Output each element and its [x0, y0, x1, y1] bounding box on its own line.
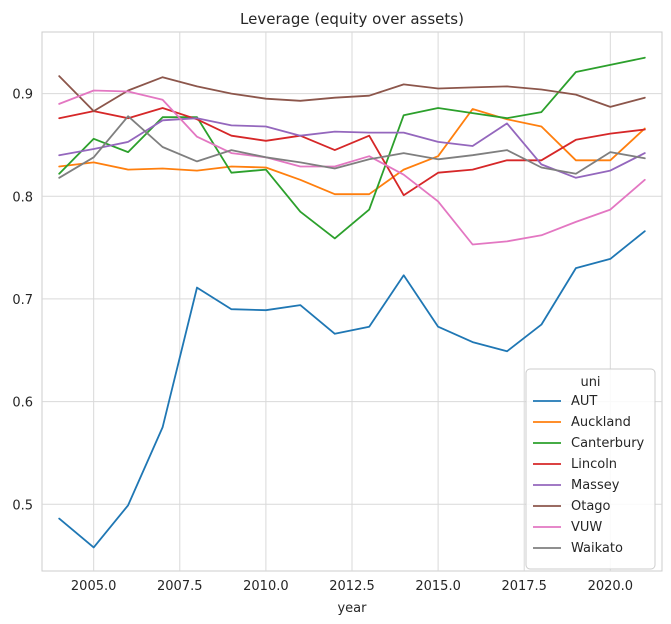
series-line-otago [58, 75, 646, 112]
legend-title: uni [580, 375, 600, 390]
series-line-massey [58, 117, 646, 179]
grid [42, 32, 662, 571]
y-tick-label: 0.9 [12, 88, 33, 103]
x-tick-labels: 2005.0 2007.5 2010.0 2012.5 2015.0 2017.5 2020… [71, 579, 633, 594]
y-tick-label: 0.7 [12, 293, 33, 308]
legend-label-vuw: VUW [571, 520, 602, 535]
legend-label-lincoln: Lincoln [571, 457, 617, 472]
legend-box [525, 368, 656, 570]
x-tick-label: 2010.0 [243, 579, 289, 594]
legend: uni AUT Auckland Canterbury Lincoln Massey Ota… [525, 368, 656, 570]
chart-title: Leverage (equity over assets) [240, 10, 464, 28]
series-lines [58, 56, 646, 549]
y-tick-label: 0.6 [12, 396, 33, 411]
x-tick-label: 2017.5 [501, 579, 547, 594]
legend-label-canterbury: Canterbury [571, 436, 645, 451]
legend-label-waikato: Waikato [571, 541, 623, 556]
legend-label-massey: Massey [571, 478, 620, 493]
legend-label-otago: Otago [571, 499, 611, 514]
x-tick-label: 2020.0 [588, 579, 634, 594]
series-line-vuw [58, 89, 646, 246]
y-tick-label: 0.5 [12, 498, 33, 513]
series-line-waikato [58, 115, 646, 179]
x-tick-label: 2015.0 [415, 579, 461, 594]
x-axis-label: year [337, 601, 367, 616]
legend-label-aut: AUT [571, 394, 597, 409]
x-tick-label: 2005.0 [71, 579, 117, 594]
x-tick-label: 2007.5 [157, 579, 203, 594]
y-tick-label: 0.8 [12, 190, 33, 205]
y-tick-labels: 0.5 0.6 0.7 0.8 0.9 [12, 88, 33, 514]
legend-label-auckland: Auckland [571, 415, 631, 430]
series-line-aut [58, 230, 646, 549]
series-line-auckland [58, 108, 646, 196]
series-line-lincoln [58, 107, 646, 197]
x-tick-label: 2012.5 [329, 579, 375, 594]
